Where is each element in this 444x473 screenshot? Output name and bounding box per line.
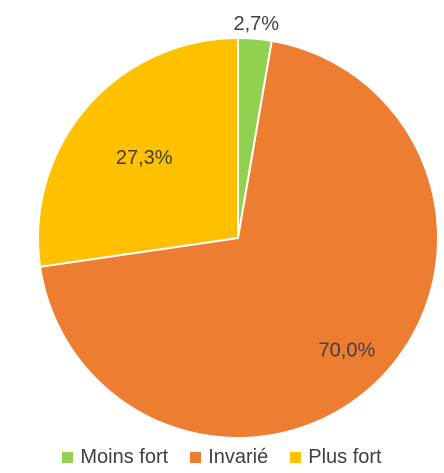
legend-label: Moins fort: [80, 445, 169, 468]
legend-swatch-invarie: [190, 451, 202, 463]
legend-item-plus-fort: Plus fort: [290, 445, 382, 469]
legend-swatch-plus-fort: [290, 451, 302, 463]
data-label-plus-fort: 27,3%: [116, 147, 173, 169]
legend: Moins fort Invarié Plus fort: [0, 443, 444, 471]
legend-item-invarie: Invarié: [190, 446, 268, 469]
slice-invarie: [38, 39, 439, 439]
legend-swatch-moins-fort: [62, 451, 74, 463]
data-label-moins-fort: 2,7%: [234, 13, 280, 35]
pie-slices: [37, 36, 439, 439]
pie-data-labels: 2,7% 70,0% 27,3%: [116, 13, 376, 362]
legend-label: Plus fort: [308, 445, 382, 468]
data-label-invarie: 70,0%: [319, 340, 376, 362]
slice-plus-fort: [37, 36, 239, 268]
legend-item-moins-fort: Moins fort: [62, 446, 168, 469]
legend-label: Invarié: [208, 445, 269, 468]
